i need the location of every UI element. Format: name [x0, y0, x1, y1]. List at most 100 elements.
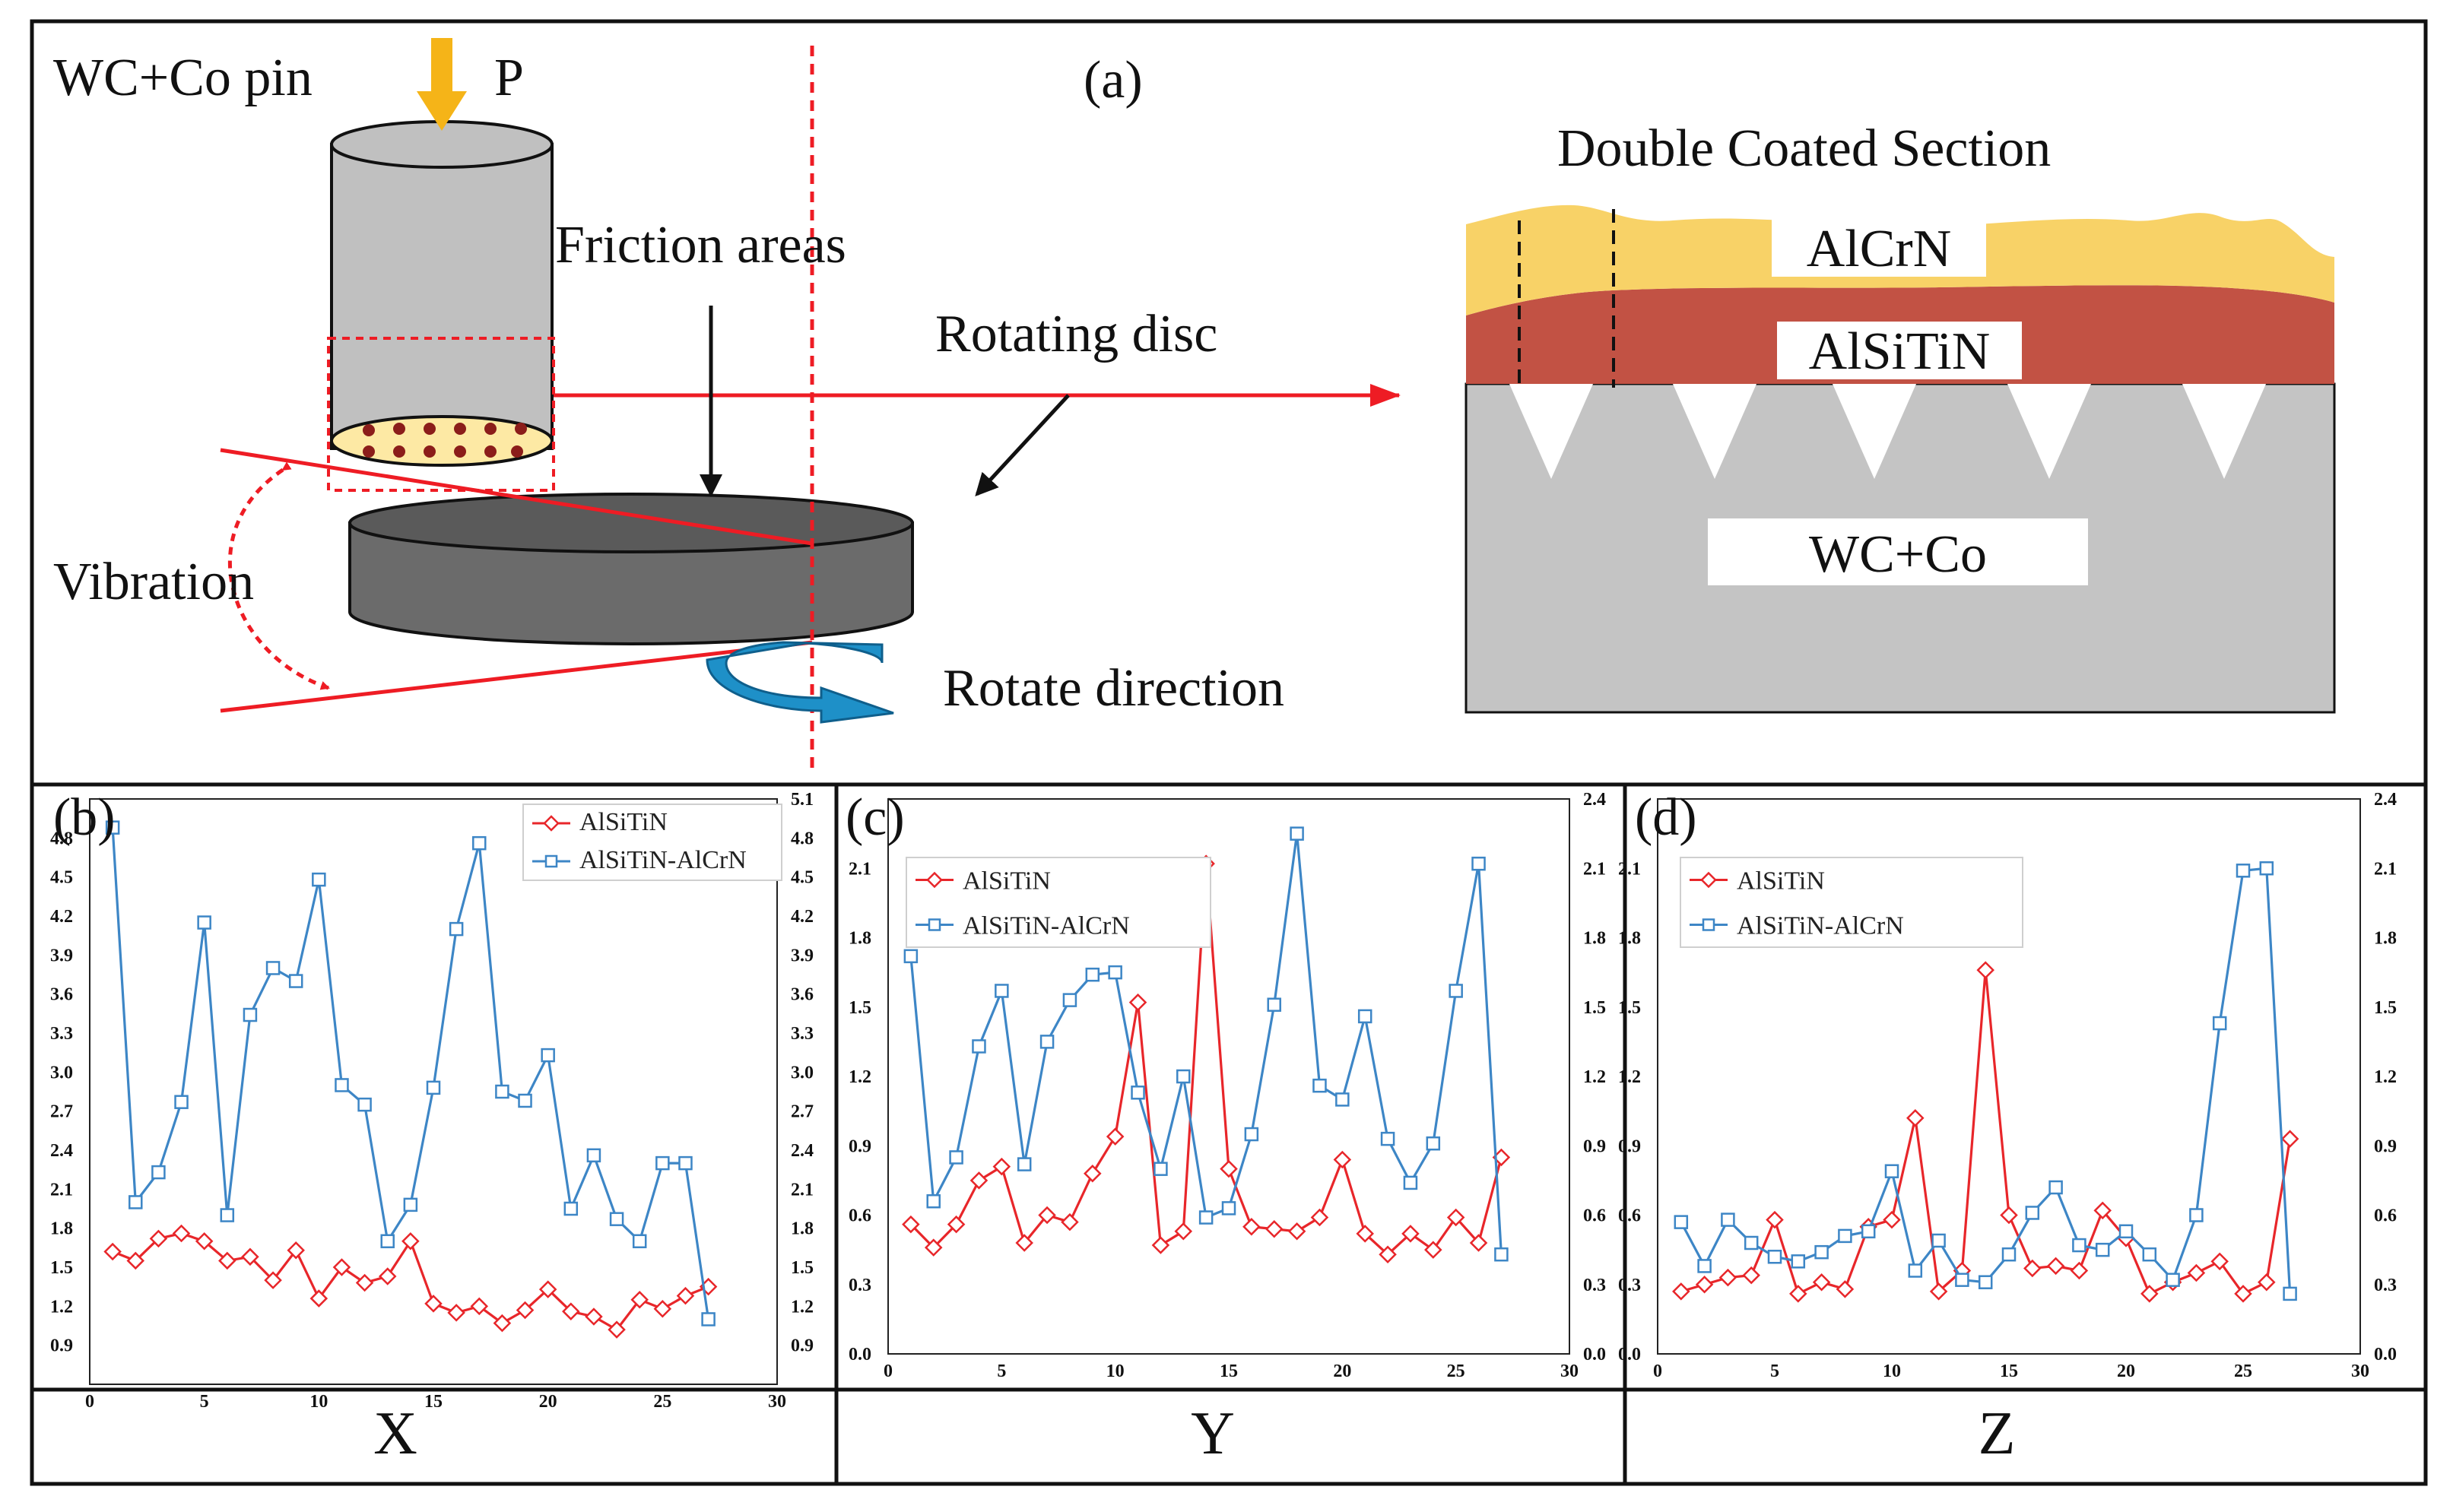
data-point-alsitin: [2187, 1263, 2206, 1282]
data-point-alsitin: [1038, 1206, 1056, 1225]
data-point-alsitin: [1766, 1210, 1784, 1229]
data-point-alsitin: [1242, 1217, 1261, 1236]
data-point-alsitin-alcrn: [2001, 1247, 2017, 1262]
legend-label: AlSiTiN-AlCrN: [579, 846, 747, 874]
data-point-alsitin: [1061, 1212, 1079, 1231]
x-tick: 0: [1653, 1361, 1662, 1381]
alcrn-label: AlCrN: [1807, 220, 1952, 278]
data-point-alsitin-alcrn: [2048, 1180, 2063, 1195]
data-point-alsitin-alcrn: [1908, 1263, 1923, 1278]
x-tick: 10: [309, 1392, 328, 1412]
y-tick-left: 0.9: [1618, 1136, 1641, 1156]
load-arrow-icon: [417, 38, 467, 131]
axis-name-label: Z: [1979, 1400, 2016, 1467]
y-tick-left: 1.2: [1618, 1067, 1641, 1087]
y-tick-right: 3.6: [791, 985, 814, 1005]
y-tick-left: 3.3: [50, 1024, 73, 1044]
data-point-alsitin: [562, 1302, 580, 1320]
data-point-alsitin: [1015, 1234, 1033, 1252]
legend-label: AlSiTiN-AlCrN: [963, 911, 1130, 940]
data-point-alsitin-alcrn: [1312, 1078, 1327, 1093]
panel-label-a: (a): [1084, 51, 1143, 109]
data-point-alsitin-alcrn: [335, 1078, 349, 1092]
data-point-alsitin-alcrn: [426, 1080, 441, 1095]
data-point-alsitin: [1265, 1219, 1284, 1238]
y-tick-right: 5.1: [791, 790, 814, 810]
data-point-alsitin: [2210, 1252, 2229, 1271]
y-tick-right: 0.0: [1583, 1345, 1606, 1365]
data-point-alsitin-alcrn: [1198, 1210, 1214, 1225]
x-tick: 30: [2351, 1361, 2369, 1381]
data-point-alsitin: [1695, 1275, 1714, 1294]
data-point-alsitin: [653, 1299, 672, 1318]
data-point-alsitin: [2258, 1273, 2276, 1292]
data-point-alsitin-alcrn: [1767, 1250, 1782, 1264]
data-point-alsitin: [103, 1242, 122, 1261]
data-point-alsitin: [1174, 1222, 1193, 1241]
data-point-alsitin: [902, 1215, 920, 1234]
data-point-alsitin: [538, 1280, 557, 1298]
data-point-alsitin: [2023, 1259, 2042, 1278]
y-tick-left: 0.0: [1618, 1345, 1641, 1365]
data-point-alsitin: [2093, 1201, 2112, 1220]
data-point-alsitin: [676, 1286, 695, 1305]
y-tick-left: 0.9: [50, 1336, 73, 1356]
y-tick-right: 4.8: [791, 829, 814, 848]
data-point-alsitin: [1287, 1222, 1306, 1241]
data-point-alsitin: [2280, 1130, 2299, 1148]
chart-1: 0.0 0.3 0.6 0.9 1.2 1.5 1.8 2.1 0.0 0.3 0.6 0.9 1.2 1…: [846, 788, 1606, 1467]
data-point-alsitin-alcrn: [995, 984, 1009, 998]
data-point-alsitin: [287, 1241, 305, 1260]
y-tick-right: 0.9: [2374, 1136, 2397, 1156]
coated-section: [1465, 204, 2336, 714]
data-point-alsitin-alcrn: [1721, 1212, 1735, 1227]
data-point-alsitin-alcrn: [926, 1194, 941, 1209]
charts: 0.9 1.2 1.5 1.8 2.1 2.4 2.7 3.0 3.3 3.6 3.9 4.2 4.5 4…: [50, 788, 2397, 1467]
data-point-alsitin: [2234, 1285, 2252, 1303]
vibration-line-lower: [220, 640, 813, 713]
data-point-alsitin: [1379, 1245, 1397, 1263]
legend-marker: [1700, 871, 1717, 889]
y-tick-left: 3.0: [50, 1063, 73, 1082]
data-point-alsitin: [2046, 1257, 2065, 1276]
data-point-alsitin: [947, 1215, 966, 1234]
y-tick-right: 2.1: [1583, 859, 1606, 879]
data-point-alsitin: [1789, 1285, 1807, 1303]
x-tick: 5: [1770, 1361, 1779, 1381]
legend-marker: [544, 854, 558, 868]
x-tick: 15: [2000, 1361, 2018, 1381]
data-point-alsitin-alcrn: [1449, 984, 1463, 998]
data-point-alsitin-alcrn: [2283, 1286, 2297, 1301]
disc-top: [348, 493, 914, 553]
data-point-alsitin-alcrn: [1380, 1131, 1395, 1146]
substrate-label: WC+Co: [1809, 525, 1987, 584]
data-point-alsitin-alcrn: [1221, 1201, 1236, 1216]
y-tick-right: 3.3: [791, 1024, 814, 1044]
data-point-alsitin-alcrn: [380, 1234, 395, 1249]
pin-body: [330, 143, 554, 450]
alsitin-label-box: [1777, 322, 2022, 379]
x-tick: 25: [1447, 1361, 1465, 1381]
legend-box: [906, 857, 1211, 948]
data-point-alsitin-alcrn: [1244, 1127, 1259, 1142]
data-point-alsitin-alcrn: [288, 974, 303, 988]
data-point-alsitin: [447, 1304, 465, 1322]
data-point-alsitin-alcrn: [2025, 1206, 2040, 1220]
y-tick-right: 1.5: [1583, 998, 1606, 1018]
data-point-alsitin-alcrn: [403, 1197, 418, 1212]
data-point-alsitin: [1424, 1241, 1442, 1259]
data-point-alsitin: [516, 1301, 535, 1320]
y-tick-left: 4.2: [50, 907, 73, 927]
y-tick-right: 0.0: [2374, 1345, 2397, 1365]
data-point-alsitin-alcrn: [1403, 1175, 1418, 1190]
x-tick: 10: [1883, 1361, 1901, 1381]
data-point-alsitin: [1906, 1108, 1925, 1127]
data-point-alsitin: [378, 1267, 397, 1285]
data-point-alsitin-alcrn: [1931, 1233, 1946, 1248]
legend-box: [1680, 857, 2023, 948]
data-point-alsitin-alcrn: [1335, 1092, 1350, 1107]
pin-contact-face: [330, 415, 554, 467]
data-point-alsitin: [241, 1247, 259, 1266]
data-point-alsitin: [1883, 1210, 1901, 1229]
